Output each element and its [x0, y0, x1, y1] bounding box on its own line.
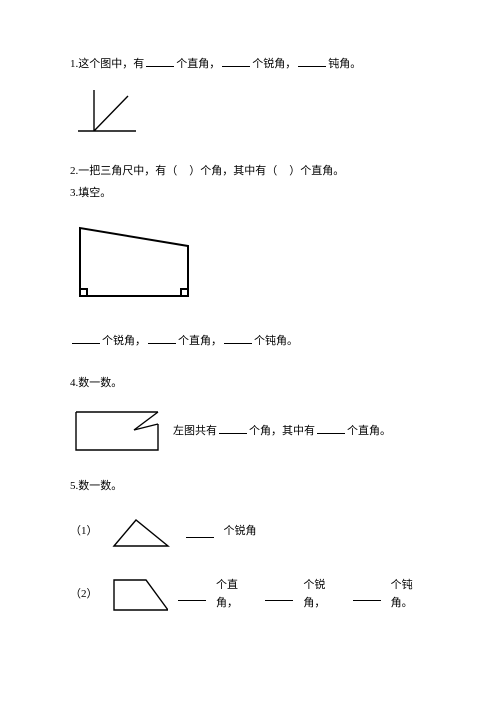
- q4-b: 个角，其中有: [249, 425, 315, 437]
- q3-c: 个钝角。: [254, 335, 298, 347]
- question-4: 4.数一数。 左图共有 个角，其中有 个直角。: [70, 375, 430, 457]
- paren-blank[interactable]: [177, 165, 189, 177]
- q1-c: 个锐角，: [252, 58, 296, 70]
- q1-d: 钝角。: [328, 58, 361, 70]
- trapezoid-icon: [70, 218, 200, 303]
- blank[interactable]: [317, 422, 345, 434]
- q4-row: 左图共有 个角，其中有 个直角。: [70, 406, 430, 456]
- question-5: 5.数一数。 （1） 个锐角 （2） 个直角， 个锐角， 个钝角。: [70, 478, 430, 616]
- q2-text: 2.一把三角尺中，有（ ）个角，其中有（ ）个直角。: [70, 163, 430, 181]
- q3-title: 3.填空。: [70, 185, 430, 203]
- q1-figure: [70, 84, 430, 146]
- right-trapezoid-icon: [106, 574, 169, 616]
- q5-title: 5.数一数。: [70, 478, 430, 496]
- q3-a: 个锐角，: [102, 335, 146, 347]
- q5-p1-label: （1）: [70, 523, 98, 541]
- q5-p2-a: 个直角，: [216, 577, 255, 612]
- question-1: 1.这个图中，有 个直角， 个锐角， 钝角。: [70, 55, 430, 145]
- blank[interactable]: [353, 589, 381, 601]
- blank[interactable]: [265, 589, 293, 601]
- blank[interactable]: [219, 422, 247, 434]
- q1-text: 1.这个图中，有 个直角， 个锐角， 钝角。: [70, 55, 430, 74]
- rect-fold-icon: [70, 406, 165, 456]
- blank[interactable]: [224, 332, 252, 344]
- q2-b: ）个角，其中有（: [189, 165, 277, 177]
- q5-p2-b: 个锐角，: [303, 577, 342, 612]
- q5-p2-c: 个钝角。: [391, 577, 430, 612]
- paren-blank[interactable]: [277, 165, 289, 177]
- angle-rays-icon: [70, 84, 140, 139]
- q5-part2: （2） 个直角， 个锐角， 个钝角。: [70, 574, 430, 616]
- q5-part1: （1） 个锐角: [70, 512, 430, 552]
- blank[interactable]: [186, 526, 214, 538]
- q1-b: 个直角，: [176, 58, 220, 70]
- question-3: 3.填空。 个锐角， 个直角， 个钝角。: [70, 185, 430, 351]
- q4-a: 左图共有: [173, 425, 217, 437]
- blank[interactable]: [298, 55, 326, 67]
- q5-p2-label: （2）: [70, 586, 98, 604]
- blank[interactable]: [148, 332, 176, 344]
- q3-figure: [70, 218, 430, 310]
- triangle-icon: [106, 512, 176, 552]
- q2-a: 2.一把三角尺中，有（: [70, 165, 177, 177]
- question-2: 2.一把三角尺中，有（ ）个角，其中有（ ）个直角。: [70, 163, 430, 181]
- q4-title: 4.数一数。: [70, 375, 430, 393]
- q5-p1-after: 个锐角: [224, 523, 257, 541]
- q3-b: 个直角，: [178, 335, 222, 347]
- q4-text: 左图共有 个角，其中有 个直角。: [173, 422, 391, 441]
- blank[interactable]: [146, 55, 174, 67]
- q4-c: 个直角。: [347, 425, 391, 437]
- blank[interactable]: [178, 589, 206, 601]
- blank[interactable]: [72, 332, 100, 344]
- blank[interactable]: [222, 55, 250, 67]
- q3-answer-line: 个锐角， 个直角， 个钝角。: [70, 332, 430, 351]
- q2-c: ）个直角。: [289, 165, 344, 177]
- q1-a: 1.这个图中，有: [70, 58, 144, 70]
